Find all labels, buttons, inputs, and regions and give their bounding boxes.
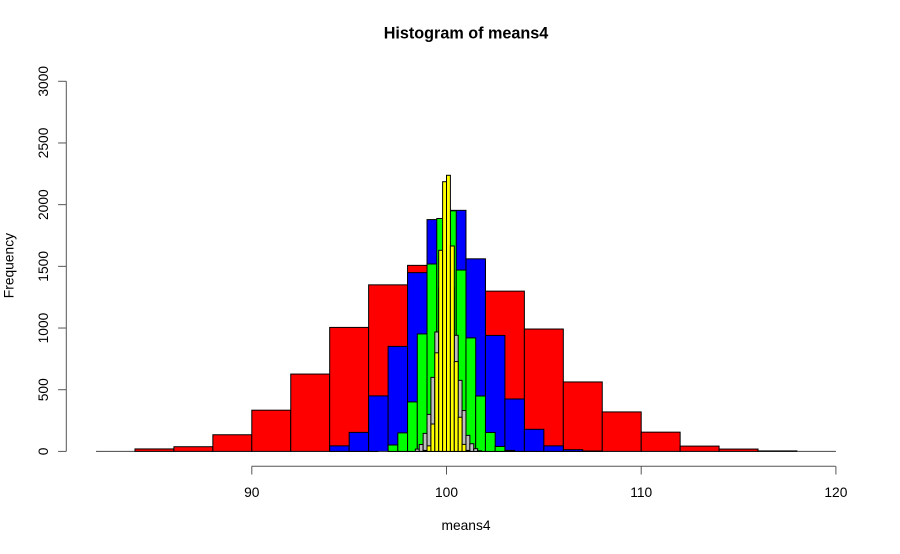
svg-text:2000: 2000 xyxy=(36,189,51,220)
svg-text:2500: 2500 xyxy=(36,127,51,158)
svg-text:1500: 1500 xyxy=(36,251,51,282)
svg-text:110: 110 xyxy=(630,485,652,500)
svg-text:1000: 1000 xyxy=(36,312,51,343)
svg-text:100: 100 xyxy=(435,485,458,500)
svg-text:Frequency: Frequency xyxy=(2,233,17,298)
svg-text:0: 0 xyxy=(36,447,51,455)
svg-text:3000: 3000 xyxy=(36,66,51,97)
svg-text:500: 500 xyxy=(36,378,51,401)
svg-text:Histogram of means4: Histogram of means4 xyxy=(384,25,549,43)
svg-text:120: 120 xyxy=(824,485,847,500)
svg-text:90: 90 xyxy=(244,485,260,500)
svg-text:means4: means4 xyxy=(441,518,490,533)
